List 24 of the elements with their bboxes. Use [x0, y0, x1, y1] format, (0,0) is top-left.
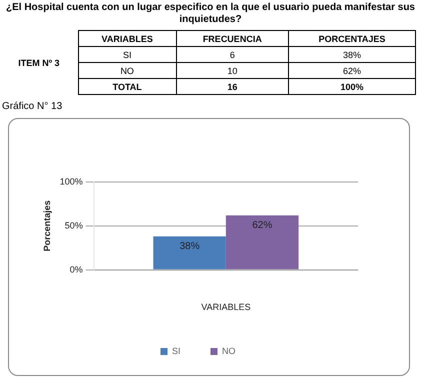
text: Gráfico N° 13	[2, 101, 62, 112]
y-axis-title: Porcentajes	[42, 200, 52, 252]
text: FRECUENCIA	[176, 30, 288, 46]
data-label: 62%	[252, 220, 272, 232]
x-axis-title: VARIABLES	[201, 302, 251, 312]
text: 6	[176, 46, 288, 62]
text: 38%	[288, 46, 416, 62]
text: TOTAL	[78, 78, 176, 94]
text: SI	[78, 46, 176, 62]
chart-title: ¿El Hospital cuenta con un lugar especifico en la que el usuario pueda manifestar sus inquietudes?	[5, 2, 416, 26]
y-tick-label: 0%	[70, 264, 83, 274]
data-label: 38%	[180, 241, 200, 252]
legend-label: NO	[222, 346, 236, 356]
text: 100%	[288, 78, 416, 94]
text: 62%	[288, 62, 416, 78]
text: NO	[78, 62, 176, 78]
text: 16	[176, 78, 288, 94]
y-tick-label: 100%	[60, 176, 83, 186]
text: 10	[176, 62, 288, 78]
legend-label: SI	[172, 346, 181, 356]
text: VARIABLES	[78, 30, 176, 46]
text: ITEM Nº 3	[17, 56, 60, 70]
text: PORCENTAJES	[288, 30, 416, 46]
y-tick-label: 50%	[64, 220, 83, 230]
